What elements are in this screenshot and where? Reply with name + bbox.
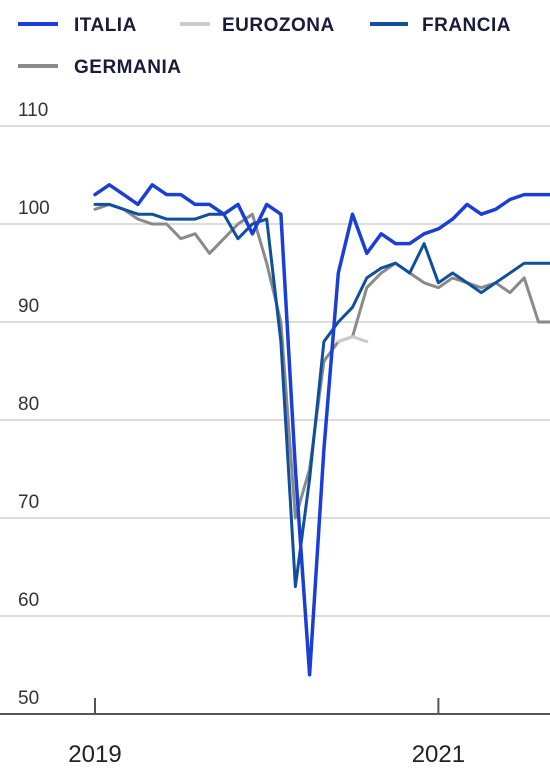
x-axis: 2019 2021: [0, 698, 550, 768]
x-tick-label-2021: 2021: [412, 741, 465, 768]
legend-label-eurozona: EUROZONA: [222, 15, 335, 36]
series-line-germania: [93, 202, 550, 520]
legend-label-germania: GERMANIA: [74, 57, 181, 78]
series-line-italia: [93, 183, 550, 677]
y-tick-label-60: 60: [18, 590, 39, 611]
x-tick-label-2019: 2019: [68, 741, 121, 768]
y-tick-label-90: 90: [18, 296, 39, 317]
series-lines: [93, 183, 550, 677]
y-tick-label-80: 80: [18, 394, 39, 415]
y-tick-label-110: 110: [18, 100, 48, 121]
legend: ITALIA EUROZONA FRANCIA GERMANIA: [18, 15, 511, 78]
legend-label-italia: ITALIA: [74, 15, 137, 36]
y-tick-label-50: 50: [18, 688, 39, 709]
series-line-eurozona: [336, 335, 369, 344]
gridlines: [0, 125, 550, 617]
y-axis: 50 60 70 80 90 100 110: [18, 100, 50, 709]
y-tick-label-70: 70: [18, 492, 39, 513]
legend-label-francia: FRANCIA: [422, 15, 511, 36]
series-line-francia: [93, 202, 550, 589]
y-tick-label-100: 100: [18, 198, 50, 219]
